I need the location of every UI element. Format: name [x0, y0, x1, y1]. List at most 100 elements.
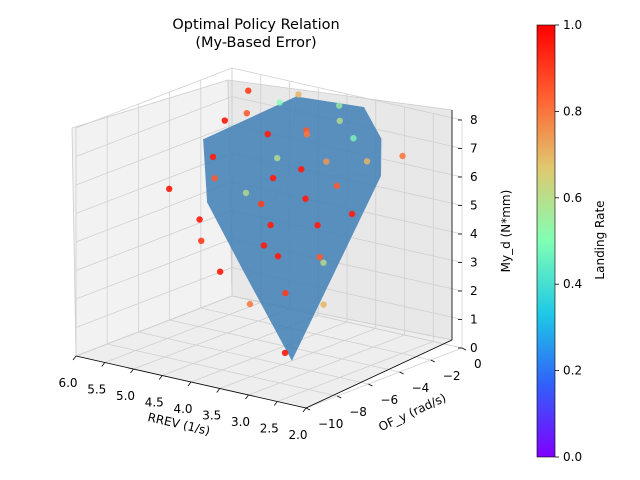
data-point: [242, 189, 250, 197]
grid-z-side: [231, 67, 463, 121]
data-point: [281, 349, 289, 357]
z-tick-label: 6: [470, 170, 478, 184]
data-point: [295, 91, 302, 98]
x-tick-label: 3.0: [231, 415, 250, 429]
grid-x-floor: [190, 321, 348, 383]
data-point: [267, 221, 274, 229]
data-point: [336, 117, 343, 125]
data-point: [399, 152, 406, 160]
y-tick-mark: [461, 347, 467, 351]
grid-z-back: [75, 238, 233, 300]
y-tick-mark: [337, 395, 342, 399]
colorbar-label: Landing Rate: [593, 200, 607, 280]
data-point: [316, 253, 323, 261]
grid-x-floor: [133, 308, 290, 370]
y-tick-label: −8: [349, 405, 367, 419]
chart-title-line-1: Optimal Policy Relation: [172, 17, 340, 33]
grid-z-back: [75, 96, 233, 157]
grid-z-back: [75, 210, 233, 271]
colorbar-tick-label: 0.0: [563, 450, 582, 464]
data-point: [336, 102, 343, 109]
x-tick-label: 2.5: [260, 422, 279, 436]
data-point: [243, 110, 250, 117]
x-tick-label: 4.5: [145, 396, 164, 410]
y-axis-line: [305, 339, 453, 409]
z-tick-label: 2: [470, 284, 478, 298]
colorbar-tick-label: 0.4: [563, 277, 582, 291]
y-tick-mark: [430, 359, 435, 363]
data-point: [276, 99, 283, 106]
data-point: [216, 268, 224, 275]
colorbar-tick-label: 0.8: [563, 104, 582, 118]
z-tick-label: 7: [470, 142, 478, 156]
data-point: [363, 158, 371, 165]
data-point: [274, 253, 282, 260]
data-point: [302, 195, 309, 202]
grid-z-back: [75, 295, 233, 357]
data-point: [323, 158, 330, 165]
grid-z-back: [75, 67, 233, 129]
z-tick-label: 8: [470, 113, 478, 127]
colorbar-tick-label: 0.6: [563, 191, 582, 205]
y-tick-label: −2: [443, 369, 461, 383]
grid-x-floor: [248, 334, 405, 396]
colorbar-tick-label: 0.2: [563, 364, 582, 378]
y-tick-label: −10: [318, 417, 343, 431]
grid-z-back: [75, 181, 233, 243]
colorbar-ticks: 0.0 0.2 0.4 0.6 0.8 1.0: [555, 18, 582, 464]
z-tick-label: 0: [470, 341, 478, 355]
x-tick-mark: [187, 381, 192, 387]
data-point: [264, 130, 271, 138]
data-point: [320, 259, 327, 266]
data-point: [274, 154, 281, 162]
x-tick-label: 6.0: [58, 376, 77, 390]
data-point: [246, 300, 254, 308]
z-tick-label: 4: [470, 227, 478, 241]
x-tick-label: 5.5: [87, 383, 106, 397]
tick-labels: 6.0 5.5 5.0 4.5 4.0 3.5 3.0 2.5 2.0 −10 −8 −6 −4 −2 0 0…: [58, 113, 481, 442]
data-point: [333, 182, 341, 190]
grid-y-floor: [138, 331, 369, 385]
x-tick-mark: [302, 407, 307, 413]
z-tick-label: 1: [470, 313, 478, 327]
y-tick-mark: [368, 383, 373, 387]
y-tick-mark: [399, 371, 404, 375]
x-tick-mark: [245, 394, 249, 400]
grid-y-floor: [200, 307, 431, 361]
y-tick-mark: [305, 407, 311, 411]
x-tick-label: 4.0: [173, 402, 192, 416]
data-point: [221, 117, 228, 124]
data-point: [350, 135, 357, 142]
data-point: [314, 222, 321, 229]
y-tick-label: −6: [380, 393, 398, 407]
data-point: [303, 131, 311, 138]
x-tick-label: 5.0: [116, 389, 135, 403]
colorbar: [536, 24, 556, 458]
colorbar-tick-label: 1.0: [563, 18, 582, 32]
y-tick-label: 0: [474, 357, 482, 371]
grid-x-floor: [104, 302, 261, 363]
data-point: [198, 237, 205, 244]
data-point: [209, 153, 217, 161]
grid-x-floor: [277, 341, 434, 402]
z-tick-label: 5: [470, 199, 478, 213]
data-point: [245, 87, 252, 94]
data-point: [166, 185, 173, 193]
fit-surface: [202, 96, 382, 361]
data-point: [348, 210, 356, 218]
x-tick-mark: [72, 355, 77, 361]
x-tick-mark: [216, 388, 221, 393]
x-tick-label: 2.0: [288, 428, 307, 442]
z-tick-label: 3: [470, 256, 478, 270]
x-tick-mark: [101, 362, 106, 367]
grid-z-back: [75, 267, 233, 328]
x-tick-mark: [130, 368, 134, 374]
data-point: [298, 166, 305, 173]
data-point: [269, 174, 277, 182]
scatter-points: [166, 87, 406, 357]
x-tick-mark: [158, 375, 163, 380]
data-point: [282, 289, 289, 297]
grid-x-floor: [219, 328, 376, 389]
data-point: [258, 200, 265, 208]
